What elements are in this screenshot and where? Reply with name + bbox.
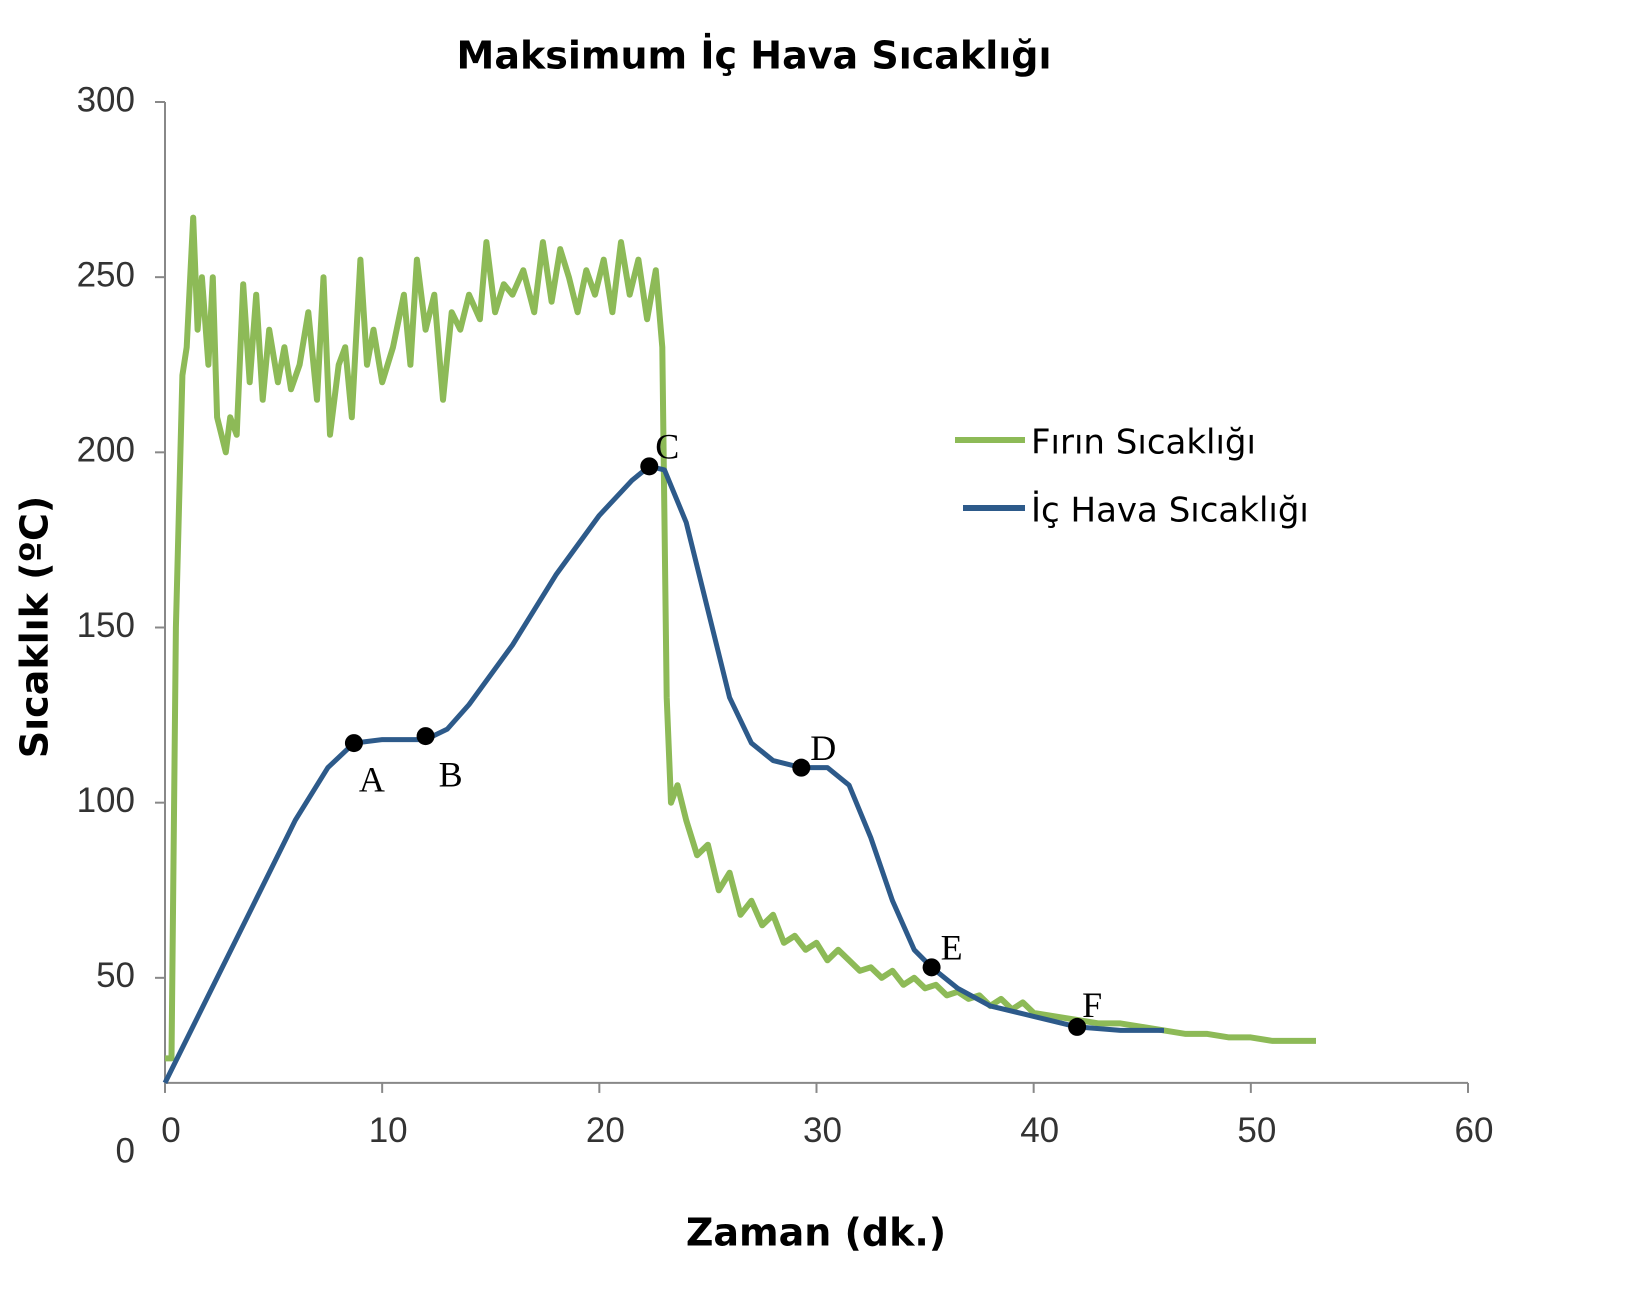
x-tick-label: 40 xyxy=(1020,1111,1059,1150)
x-tick-label: 10 xyxy=(369,1111,408,1150)
point-label: C xyxy=(655,427,679,467)
x-tick-label: 30 xyxy=(803,1111,842,1150)
point-label: A xyxy=(359,759,385,799)
series-line xyxy=(162,463,1164,1085)
y-axis-label: Sıcaklık (ºC) xyxy=(13,496,57,758)
y-tick-label: 300 xyxy=(77,80,135,119)
chart-title: Maksimum İç Hava Sıcaklığı xyxy=(457,34,1052,78)
point-marker xyxy=(792,758,811,777)
series-line xyxy=(165,214,1316,1062)
x-tick-label: 50 xyxy=(1237,1111,1276,1150)
point-marker xyxy=(922,958,941,977)
y-tick-label: 50 xyxy=(96,956,135,995)
point-marker xyxy=(1068,1017,1087,1036)
point-label: B xyxy=(439,754,463,794)
y-tick-label: 200 xyxy=(77,431,135,470)
point-marker xyxy=(640,457,659,476)
point-label: E xyxy=(941,928,963,968)
y-tick-label: 250 xyxy=(77,255,135,294)
x-tick-label: 20 xyxy=(586,1111,625,1150)
x-tick-label: 60 xyxy=(1455,1111,1494,1150)
point-label: F xyxy=(1082,985,1102,1025)
point-marker xyxy=(344,734,363,753)
x-tick-label: 0 xyxy=(161,1111,180,1150)
y-tick-label: 100 xyxy=(77,781,135,820)
legend-label: Fırın Sıcaklığı xyxy=(1031,423,1256,463)
point-label: D xyxy=(810,728,836,768)
legend-label: İç Hava Sıcaklığı xyxy=(1031,491,1309,531)
point-marker xyxy=(416,727,435,746)
y-tick-label: 0 xyxy=(116,1131,135,1170)
y-tick-label: 150 xyxy=(77,606,135,645)
x-axis-label: Zaman (dk.) xyxy=(686,1211,946,1255)
